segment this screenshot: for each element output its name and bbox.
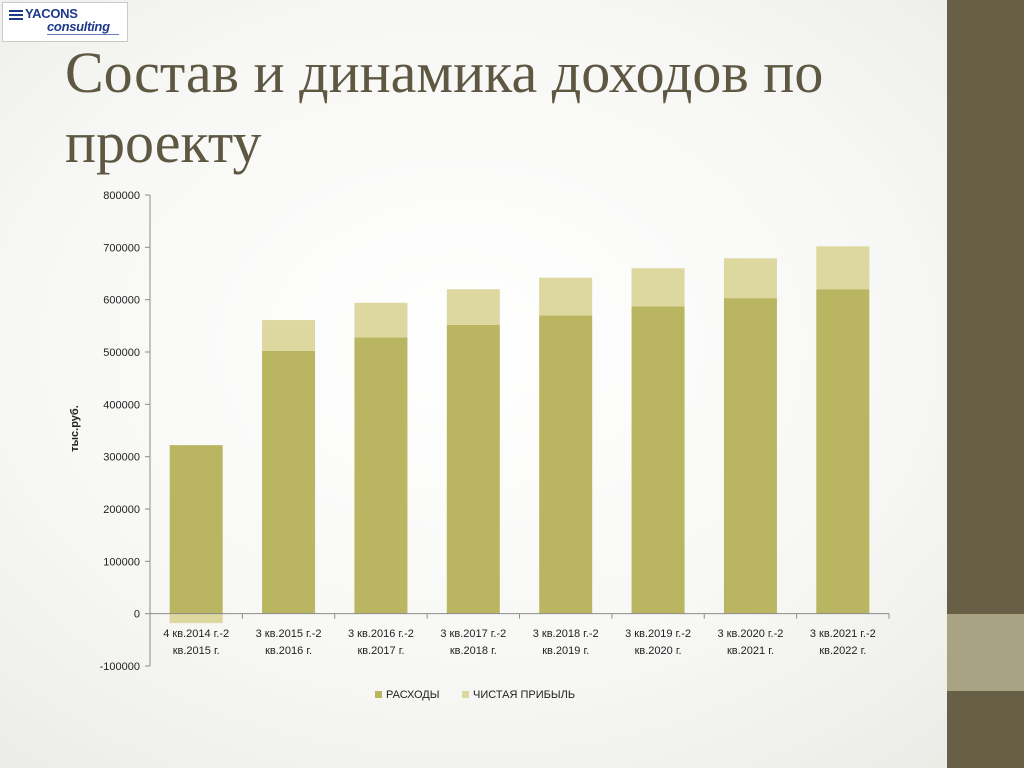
bar-expenses	[262, 350, 316, 614]
x-tick-label-line: 3 кв.2017 г.-2	[440, 628, 506, 640]
legend-label-net-profit: ЧИСТАЯ ПРИБЫЛЬ	[473, 689, 575, 701]
bar-net-profit	[262, 320, 316, 351]
logo-text-line1: YACONS	[25, 6, 78, 21]
bar-net-profit	[169, 613, 223, 624]
bar-net-profit	[723, 258, 777, 299]
x-tick-label-line: 3 кв.2021 г.-2	[810, 628, 876, 640]
bar-net-profit	[816, 246, 870, 290]
x-tick-label-line: кв.2017 г.	[357, 645, 404, 657]
logo-stripes-icon	[9, 10, 23, 22]
y-tick-label: 300000	[103, 452, 140, 464]
bar-expenses	[354, 337, 408, 614]
x-tick-label: 3 кв.2018 г.-2 кв.2019 г.	[533, 628, 599, 657]
x-tick-label-line: 4 кв.2014 г.-2	[163, 628, 229, 640]
bar-net-profit	[631, 268, 685, 307]
y-axis-title: тыс.руб.	[69, 405, 81, 452]
x-tick-label-line: 3 кв.2016 г.-2	[348, 628, 414, 640]
logo-text-line2: consulting	[47, 19, 110, 34]
y-tick-label: 0	[134, 609, 140, 621]
y-tick-label: 500000	[103, 347, 140, 359]
x-tick-label-line: кв.2020 г.	[635, 645, 682, 657]
x-tick-label-line: кв.2022 г.	[819, 645, 866, 657]
x-tick-label: 3 кв.2016 г.-2 кв.2017 г.	[348, 628, 414, 657]
bar-expenses	[446, 324, 500, 614]
company-logo: YACONS consulting	[2, 2, 128, 42]
x-tick-label-line: кв.2018 г.	[450, 645, 497, 657]
x-tick-label: 3 кв.2020 г.-2 кв.2021 г.	[717, 628, 783, 657]
legend-label-expenses: РАСХОДЫ	[386, 689, 440, 701]
x-tick-label: 3 кв.2017 г.-2 кв.2018 г.	[440, 628, 506, 657]
x-tick-label-line: кв.2016 г.	[265, 645, 312, 657]
x-tick-label-line: 3 кв.2019 г.-2	[625, 628, 691, 640]
stacked-bar-chart: 800000 700000 600000 500000 400000 300000 2000…	[69, 190, 890, 701]
side-accent-block	[947, 614, 1024, 691]
x-tick-label: 4 кв.2014 г.-2 кв.2015 г.	[163, 628, 229, 657]
bar-expenses	[816, 289, 870, 614]
x-tick-label-line: кв.2021 г.	[727, 645, 774, 657]
y-tick-label: 700000	[103, 242, 140, 254]
x-tick-label: 3 кв.2019 г.-2 кв.2020 г.	[625, 628, 691, 657]
legend-swatch-expenses	[375, 691, 382, 698]
y-tick-label: 600000	[103, 295, 140, 307]
x-tick-label-line: кв.2019 г.	[542, 645, 589, 657]
slide-title: Состав и динамика доходов по проекту	[65, 40, 824, 175]
bar-expenses	[723, 298, 777, 614]
logo-underline	[47, 34, 119, 35]
bar-net-profit	[539, 277, 593, 316]
y-tick-label: -100000	[100, 661, 140, 673]
x-tick-label: 3 кв.2015 г.-2 кв.2016 г.	[256, 628, 322, 657]
y-tick-label: 800000	[103, 190, 140, 202]
x-tick-label-line: 3 кв.2020 г.-2	[717, 628, 783, 640]
bar-expenses	[169, 445, 223, 614]
bar-net-profit	[354, 302, 408, 338]
bar-expenses	[631, 306, 685, 614]
y-tick-label: 400000	[103, 399, 140, 411]
y-tick-label: 200000	[103, 504, 140, 516]
x-tick-label: 3 кв.2021 г.-2 кв.2022 г.	[810, 628, 876, 657]
bar-net-profit	[446, 289, 500, 325]
x-tick-label-line: кв.2015 г.	[173, 645, 220, 657]
x-tick-label-line: 3 кв.2018 г.-2	[533, 628, 599, 640]
legend-swatch-net-profit	[462, 691, 469, 698]
bar-expenses	[539, 315, 593, 614]
y-tick-label: 100000	[103, 556, 140, 568]
x-tick-label-line: 3 кв.2015 г.-2	[256, 628, 322, 640]
